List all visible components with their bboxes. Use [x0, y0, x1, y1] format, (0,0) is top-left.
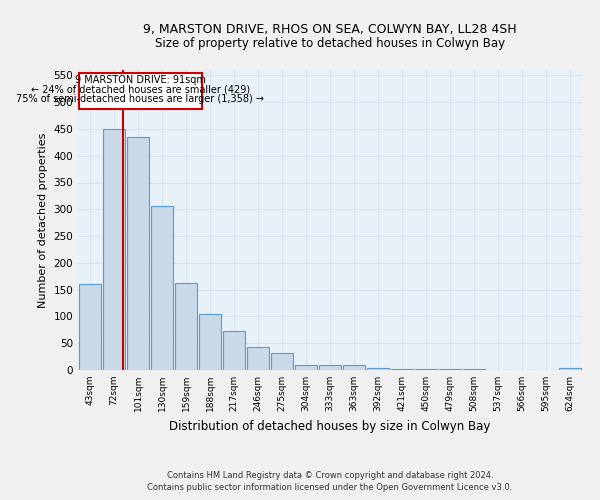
Text: 75% of semi-detached houses are larger (1,358) →: 75% of semi-detached houses are larger (…	[16, 94, 265, 104]
Bar	[127, 137, 149, 370]
FancyBboxPatch shape	[79, 72, 202, 108]
Bar	[295, 364, 317, 370]
Text: Contains public sector information licensed under the Open Government Licence v3: Contains public sector information licen…	[148, 484, 512, 492]
Text: 9 MARSTON DRIVE: 91sqm: 9 MARSTON DRIVE: 91sqm	[75, 75, 206, 85]
Text: Contains HM Land Registry data © Crown copyright and database right 2024.: Contains HM Land Registry data © Crown c…	[167, 471, 493, 480]
Bar	[367, 368, 389, 370]
Bar	[79, 284, 101, 370]
Bar	[271, 353, 293, 370]
Bar	[103, 129, 125, 370]
Bar	[343, 365, 365, 370]
Bar	[175, 282, 197, 370]
Bar	[559, 368, 581, 370]
Text: ← 24% of detached houses are smaller (429): ← 24% of detached houses are smaller (42…	[31, 84, 250, 94]
Text: Size of property relative to detached houses in Colwyn Bay: Size of property relative to detached ho…	[155, 38, 505, 51]
X-axis label: Distribution of detached houses by size in Colwyn Bay: Distribution of detached houses by size …	[169, 420, 491, 432]
Bar	[319, 365, 341, 370]
Bar	[247, 347, 269, 370]
Y-axis label: Number of detached properties: Number of detached properties	[38, 132, 48, 308]
Bar	[199, 314, 221, 370]
Bar	[151, 206, 173, 370]
Text: 9, MARSTON DRIVE, RHOS ON SEA, COLWYN BAY, LL28 4SH: 9, MARSTON DRIVE, RHOS ON SEA, COLWYN BA…	[143, 22, 517, 36]
Bar	[391, 369, 413, 370]
Bar	[223, 332, 245, 370]
